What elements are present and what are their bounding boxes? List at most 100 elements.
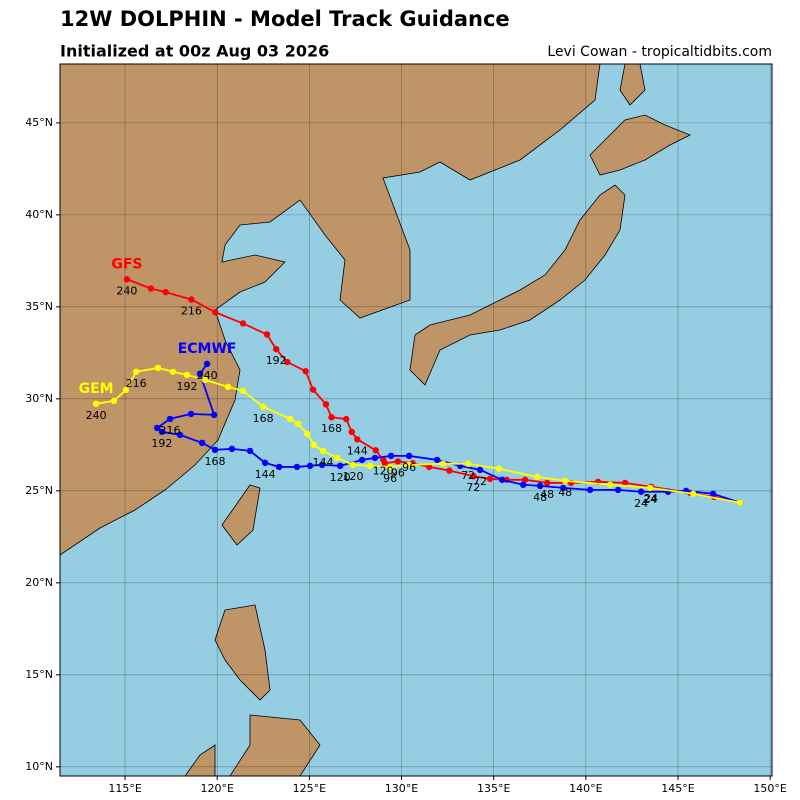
track-point <box>358 456 366 464</box>
forecast-hour-label: 72 <box>461 469 475 482</box>
track-point <box>210 411 218 419</box>
map-frame <box>59 63 773 777</box>
forecast-hour-label: 192 <box>266 354 287 367</box>
track-point <box>183 371 191 379</box>
model-name: GEM <box>79 381 114 397</box>
y-tick-label: 20°N <box>25 576 53 589</box>
track-point <box>371 454 379 462</box>
track-point <box>343 415 350 423</box>
track-point <box>386 463 394 471</box>
forecast-hour-label: 192 <box>176 380 197 393</box>
track-point <box>322 401 330 408</box>
track-point <box>132 368 140 375</box>
track-point <box>211 446 219 454</box>
y-tick-label: 10°N <box>25 760 53 773</box>
forecast-hour-label: 120 <box>343 470 364 483</box>
x-tick-label: 115°E <box>108 782 141 795</box>
track-point <box>263 331 271 338</box>
forecast-hour-label: 144 <box>255 468 276 481</box>
forecast-hour-label: 240 <box>116 284 137 297</box>
track-point <box>147 285 155 292</box>
y-tick-label: 25°N <box>25 484 53 497</box>
track-point <box>394 458 402 465</box>
forecast-hour-label: 48 <box>533 491 547 504</box>
track-point <box>495 465 503 472</box>
track-point <box>187 410 195 418</box>
track-point <box>272 345 280 353</box>
x-tick-label: 120°E <box>200 782 233 795</box>
model-name: GFS <box>111 256 142 272</box>
forecast-hour-label: 216 <box>160 424 181 437</box>
forecast-hour-label: 192 <box>151 437 172 450</box>
track-point <box>348 428 355 436</box>
track-point <box>559 484 567 492</box>
track-point <box>318 461 326 469</box>
forecast-hour-label: 144 <box>313 456 334 469</box>
track-point <box>405 452 413 460</box>
forecast-hour-label: 120 <box>330 471 351 484</box>
track-point <box>689 490 697 497</box>
track-point <box>196 370 204 378</box>
x-tick-label: 140°E <box>569 782 602 795</box>
track-point <box>464 460 472 467</box>
track-point <box>176 431 184 439</box>
forecast-hour-label: 240 <box>197 369 218 382</box>
track-point <box>169 368 177 375</box>
track-point <box>543 479 551 487</box>
track-point <box>405 461 413 469</box>
track-point <box>536 482 544 490</box>
track-point <box>533 473 541 481</box>
track-point <box>349 461 357 469</box>
forecast-hour-label: 24 <box>634 497 648 510</box>
forecast-hour-label: 96 <box>383 472 397 485</box>
track-point <box>228 445 236 453</box>
track-point <box>110 397 118 405</box>
track-point <box>519 481 527 488</box>
track-point <box>284 358 291 366</box>
track-point <box>621 479 629 487</box>
track-point <box>328 414 335 421</box>
forecast-hour-label: 72 <box>473 475 487 488</box>
track-point <box>306 462 314 470</box>
y-tick-label: 35°N <box>25 300 53 313</box>
x-tick-label: 150°E <box>753 782 786 795</box>
forecast-hour-label: 168 <box>253 412 274 425</box>
track-point <box>372 447 379 454</box>
forecast-hour-label: 240 <box>86 409 107 422</box>
track-point <box>562 477 569 485</box>
track-point <box>303 430 311 437</box>
track-point <box>366 462 374 470</box>
track-point <box>336 462 344 470</box>
track-point <box>294 420 302 428</box>
model-name: ECMWF <box>178 341 237 357</box>
track-point <box>486 475 494 483</box>
forecast-hour-label: 168 <box>205 455 226 468</box>
forecast-hour-label: 144 <box>347 444 368 457</box>
track-point <box>637 488 645 495</box>
track-point <box>310 441 318 449</box>
track-point <box>333 454 341 462</box>
track-point <box>188 296 195 303</box>
track-point <box>354 436 361 443</box>
track-point <box>224 383 232 391</box>
chart-title: 12W DOLPHIN - Model Track Guidance <box>60 7 510 31</box>
forecast-hour-label: 24 <box>643 493 657 506</box>
forecast-hour-label: 216 <box>181 304 202 317</box>
y-tick-label: 40°N <box>25 208 53 221</box>
track-point <box>319 447 327 455</box>
track-point <box>470 472 477 480</box>
track-point <box>239 320 247 327</box>
track-point <box>259 403 267 410</box>
forecast-hour-label: 96 <box>391 466 405 479</box>
chart-subtitle: Initialized at 00z Aug 03 2026 <box>60 42 329 61</box>
track-point <box>275 463 283 471</box>
track-point <box>239 387 247 395</box>
track-point <box>302 368 309 375</box>
track-point <box>154 364 162 372</box>
track-point <box>286 415 294 423</box>
forecast-hour-label: 48 <box>558 486 572 499</box>
forecast-hour-label: 96 <box>402 461 416 474</box>
track-point <box>123 276 131 283</box>
